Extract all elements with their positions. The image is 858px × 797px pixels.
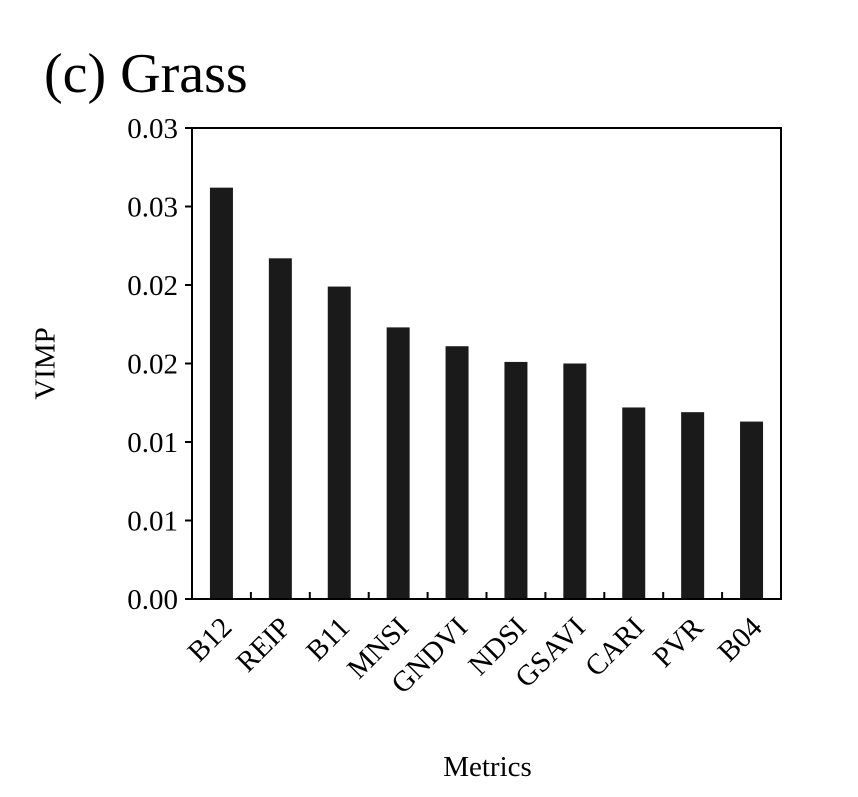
x-axis-label: Metrics [443,751,532,783]
bar-b11 [327,286,351,599]
x-tick-label-cari: CARI [579,611,651,683]
x-tick-label-reip: REIP [230,611,297,678]
bar-cari [622,407,646,599]
plot-frame [191,127,782,600]
bar-mnsi [386,327,410,599]
bar-gndvi [445,346,469,599]
y-tick-label: 0.03 [127,113,178,145]
bar-b04 [740,421,764,599]
y-tick-label: 0.01 [127,506,178,538]
x-tick-label-b12: B12 [182,611,239,668]
bar-ndsi [504,361,528,599]
bar-pvr [681,412,705,599]
x-tick-label-pvr: PVR [647,611,710,674]
y-tick-label: 0.00 [127,584,178,616]
y-axis-ticks: 0.00 0.01 0.01 0.02 0.02 0.03 0.03 [127,113,192,616]
y-tick-label: 0.02 [127,349,178,381]
y-tick-label: 0.03 [127,192,178,224]
bars [209,187,764,599]
bar-gsavi [563,363,587,599]
y-tick-label: 0.02 [127,270,178,302]
chart-title: (c) Grass [44,43,248,105]
y-axis-label: VIMP [30,327,62,400]
y-tick-label: 0.01 [127,427,178,459]
x-tick-label-b04: B04 [712,611,769,668]
bar-b12 [209,187,233,599]
bar-reip [268,258,292,599]
